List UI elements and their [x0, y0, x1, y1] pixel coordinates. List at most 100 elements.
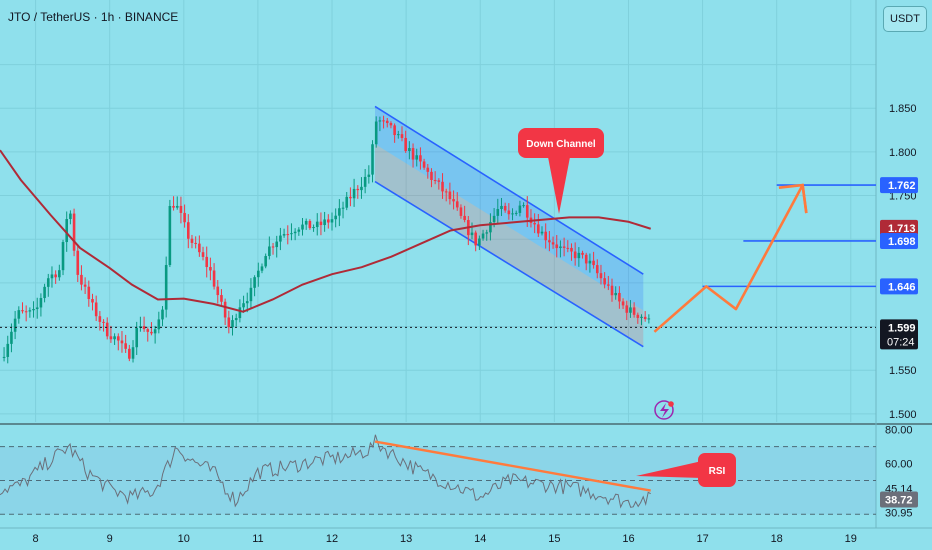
annotations: Down Channel RSI [518, 128, 736, 487]
candle-body [220, 295, 223, 302]
candle-body [120, 340, 124, 344]
price-axis[interactable]: 1.8501.8001.7501.7001.6501.6001.5501.500… [880, 103, 918, 520]
candle-body [614, 292, 617, 296]
candle-body [271, 246, 275, 248]
candle-body [393, 125, 396, 136]
candle-body [323, 219, 326, 226]
candle-body [378, 120, 382, 122]
candle-body [327, 219, 330, 223]
time-axis-background [0, 528, 932, 550]
candle-body [400, 134, 404, 138]
candle-body [640, 316, 643, 318]
candle-body [441, 181, 444, 192]
candle-body [463, 215, 466, 221]
candle-body [194, 242, 197, 244]
candle-body [39, 298, 43, 308]
rsi-callout-pointer [636, 461, 702, 478]
time-axis[interactable]: 8 9 10 11 12 13 14 15 16 17 18 19 [0, 527, 932, 550]
candle-body [32, 309, 35, 311]
candle-body [135, 327, 139, 348]
candle-body [80, 274, 83, 285]
grid [0, 0, 932, 528]
candle-body [618, 292, 621, 302]
candle-body [577, 252, 581, 259]
candle-body [411, 148, 415, 160]
channel-lower-line [374, 180, 644, 348]
price-tag-1.762-bg [880, 177, 918, 194]
candle-countdown: 07:24 [887, 336, 915, 348]
candle-body [433, 179, 437, 181]
time-tick-label: 18 [771, 533, 783, 545]
candle-body [385, 120, 389, 124]
candle-body [290, 233, 293, 235]
candle-body [264, 256, 267, 267]
candle-body [430, 171, 433, 180]
candle-body [21, 310, 24, 312]
candle-body [46, 278, 50, 287]
chart-title: JTO / TetherUS · 1h · BINANCE [8, 10, 179, 24]
candle-body [397, 134, 400, 136]
candle-body [268, 246, 271, 257]
candle-body [308, 220, 312, 229]
candle-body [437, 180, 441, 182]
candle-body [455, 201, 459, 208]
time-tick-label: 17 [696, 533, 708, 545]
candle-body [570, 247, 573, 252]
candle-body [234, 318, 238, 321]
candle-body [518, 205, 522, 213]
candle-body [150, 331, 153, 334]
candle-body [113, 336, 116, 340]
candle-body [164, 265, 168, 310]
candle-body [566, 247, 570, 249]
candle-body [249, 287, 253, 302]
candle-body [588, 260, 592, 264]
candle-body [198, 243, 201, 253]
candle-body [297, 229, 301, 232]
candle-body [102, 321, 105, 323]
candle-body [415, 155, 419, 160]
candle-body [13, 318, 17, 332]
price-tag-1.646-bg [880, 278, 918, 295]
time-tick-label: 14 [474, 533, 486, 545]
time-tick-label: 15 [548, 533, 560, 545]
moving-average [0, 149, 652, 313]
candle-body [260, 266, 264, 271]
price-tag-1.713-label: 1.713 [888, 223, 916, 235]
candle-body [562, 246, 566, 248]
candle-body [522, 205, 525, 207]
candle-body [338, 208, 341, 216]
candle-body [360, 186, 363, 191]
candle-body [253, 277, 256, 288]
candle-body [349, 196, 352, 199]
candle-body [500, 205, 503, 210]
candle-body [58, 270, 61, 278]
current-price-label: 1.599 [888, 322, 916, 334]
candle-body [242, 303, 245, 308]
down-channel-callout-pointer [548, 157, 570, 214]
candle-body [227, 317, 231, 328]
rsi-callout-bg [698, 453, 736, 487]
candle-body [459, 207, 463, 216]
candle-body [319, 221, 323, 226]
candle-body [190, 238, 194, 243]
candle-body [452, 199, 455, 202]
down-channel-callout-bg [518, 128, 604, 158]
time-tick-label: 9 [107, 533, 113, 545]
candle-body [581, 252, 584, 255]
candle-body [492, 215, 496, 223]
candle-body [489, 222, 492, 233]
candle-body [161, 309, 164, 320]
candle-body [625, 305, 629, 313]
candle-body [367, 174, 371, 177]
candle-body [595, 265, 599, 274]
candle-body [43, 286, 46, 299]
rsi-trendline [374, 440, 651, 492]
candle-body [109, 336, 113, 340]
candle-body [610, 285, 614, 296]
price-tag-1.646-label: 1.646 [888, 281, 916, 293]
rsi-band [0, 446, 876, 515]
currency-button[interactable]: USDT [883, 6, 927, 32]
candle-body [603, 278, 606, 285]
candle-body [544, 231, 547, 241]
